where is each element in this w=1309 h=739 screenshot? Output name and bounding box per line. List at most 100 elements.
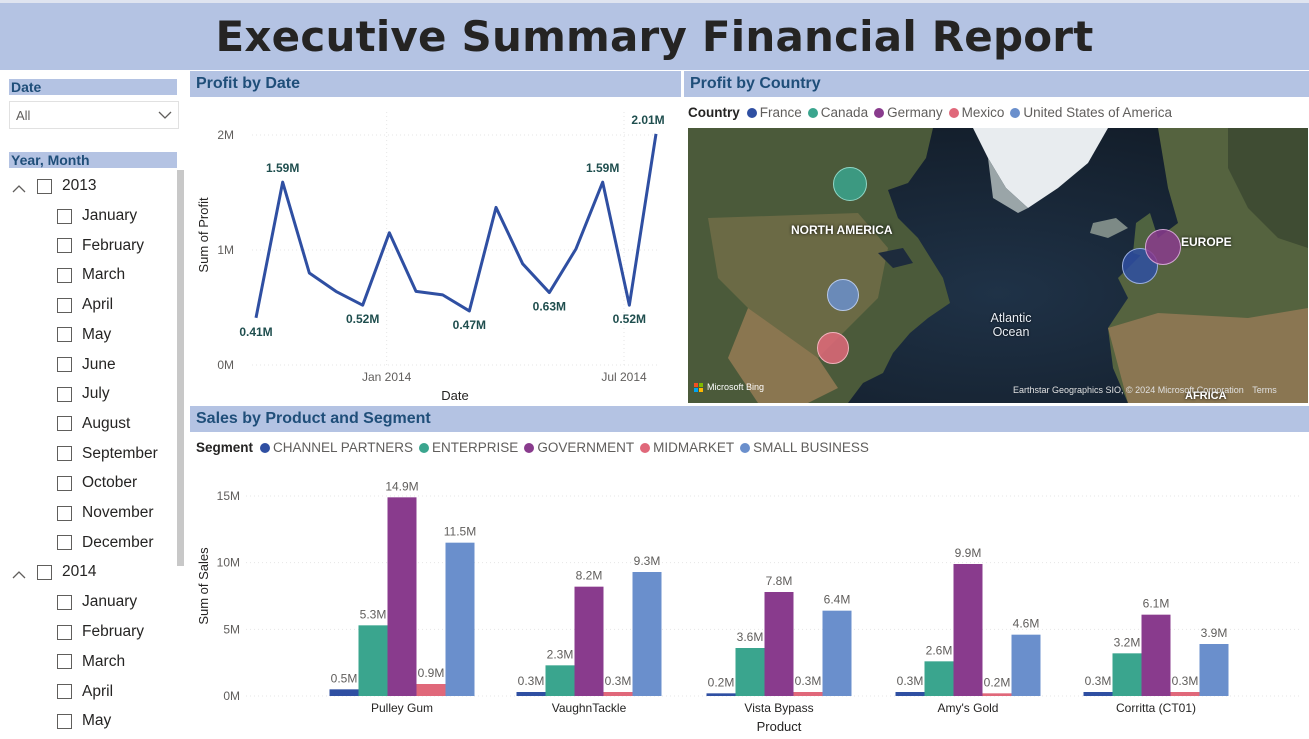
bubble-germany[interactable] <box>1145 229 1181 265</box>
checkbox[interactable] <box>57 208 72 224</box>
checkbox[interactable] <box>57 594 72 610</box>
chevron-up-icon[interactable] <box>11 181 27 193</box>
line-point[interactable] <box>600 180 605 185</box>
line-point[interactable] <box>627 303 632 308</box>
line-point[interactable] <box>574 246 579 251</box>
checkbox[interactable] <box>57 713 72 729</box>
month-node-2013-january[interactable]: January <box>57 206 137 226</box>
month-node-2013-october[interactable]: October <box>57 473 137 493</box>
year-node-2014[interactable]: 2014 <box>11 562 96 582</box>
legend-item[interactable]: United States of America <box>1010 105 1172 120</box>
legend-item[interactable]: ENTERPRISE <box>419 440 518 455</box>
bar-midmarket[interactable] <box>603 692 633 696</box>
bar-enterprise[interactable] <box>545 665 575 696</box>
bar-government[interactable] <box>1141 614 1171 696</box>
bar-channel-partners[interactable] <box>516 692 546 696</box>
checkbox[interactable] <box>57 505 72 521</box>
bar-midmarket[interactable] <box>793 692 823 696</box>
line-point[interactable] <box>387 230 392 235</box>
bubble-usa[interactable] <box>827 279 859 311</box>
legend-item[interactable]: Mexico <box>948 105 1004 120</box>
bar-enterprise[interactable] <box>1112 653 1142 696</box>
bar-channel-partners[interactable] <box>706 693 736 696</box>
line-point[interactable] <box>520 261 525 266</box>
slicer-scrollbar[interactable] <box>177 170 184 566</box>
month-node-2013-august[interactable]: August <box>57 414 130 434</box>
bar-small-business[interactable] <box>1011 634 1041 696</box>
month-node-2013-november[interactable]: November <box>57 503 154 523</box>
legend-item[interactable]: GOVERNMENT <box>524 440 634 455</box>
bar-small-business[interactable] <box>822 610 852 696</box>
profit-map[interactable]: NORTH AMERICA EUROPE Atlantic Ocean AFRI… <box>688 128 1308 403</box>
line-point[interactable] <box>360 303 365 308</box>
bar-government[interactable] <box>953 564 983 696</box>
line-point[interactable] <box>467 308 472 313</box>
checkbox[interactable] <box>57 446 72 462</box>
month-node-2014-april[interactable]: April <box>57 682 113 702</box>
checkbox[interactable] <box>37 564 52 580</box>
month-node-2014-march[interactable]: March <box>57 652 125 672</box>
month-node-2014-january[interactable]: January <box>57 592 137 612</box>
checkbox[interactable] <box>57 357 72 372</box>
checkbox[interactable] <box>57 327 72 343</box>
legend-item[interactable]: SMALL BUSINESS <box>740 440 869 455</box>
line-point[interactable] <box>307 271 312 276</box>
bar-channel-partners[interactable] <box>895 692 925 696</box>
profit-line[interactable] <box>254 133 658 319</box>
month-node-2013-february[interactable]: February <box>57 236 144 256</box>
month-node-2014-february[interactable]: February <box>57 622 144 642</box>
checkbox[interactable] <box>57 238 72 254</box>
bubble-canada[interactable] <box>833 167 867 201</box>
checkbox[interactable] <box>57 267 72 283</box>
checkbox[interactable] <box>57 654 72 670</box>
legend-item[interactable]: France <box>746 105 802 120</box>
bar-channel-partners[interactable] <box>1083 692 1113 696</box>
map-terms-link[interactable]: Terms <box>1252 385 1277 395</box>
checkbox[interactable] <box>57 416 72 432</box>
bar-government[interactable] <box>574 586 604 696</box>
month-node-2013-june[interactable]: June <box>57 355 116 375</box>
line-point[interactable] <box>547 290 552 295</box>
bar-midmarket[interactable] <box>416 684 446 696</box>
line-point[interactable] <box>254 315 259 320</box>
checkbox[interactable] <box>57 684 72 699</box>
checkbox[interactable] <box>57 297 72 313</box>
chevron-up-icon[interactable] <box>11 567 27 579</box>
checkbox[interactable] <box>57 386 72 402</box>
month-node-2013-september[interactable]: September <box>57 444 158 464</box>
checkbox[interactable] <box>57 535 72 551</box>
bar-government[interactable] <box>764 592 794 696</box>
bar-channel-partners[interactable] <box>329 689 359 696</box>
year-node-2013[interactable]: 2013 <box>11 176 96 196</box>
month-node-2013-april[interactable]: April <box>57 295 113 315</box>
bar-enterprise[interactable] <box>735 648 765 696</box>
date-dropdown[interactable]: All <box>9 101 179 129</box>
line-point[interactable] <box>440 292 445 297</box>
month-node-2013-march[interactable]: March <box>57 265 125 285</box>
line-point[interactable] <box>334 289 339 294</box>
line-point[interactable] <box>494 205 499 210</box>
month-node-2013-may[interactable]: May <box>57 325 111 345</box>
legend-item[interactable]: Canada <box>807 105 868 120</box>
bar-midmarket[interactable] <box>982 693 1012 696</box>
legend-item[interactable]: MIDMARKET <box>640 440 734 455</box>
legend-item[interactable]: CHANNEL PARTNERS <box>260 440 413 455</box>
month-node-2014-may[interactable]: May <box>57 711 111 731</box>
line-point[interactable] <box>654 131 659 136</box>
bar-midmarket[interactable] <box>1170 692 1200 696</box>
bar-government[interactable] <box>387 497 417 696</box>
checkbox[interactable] <box>57 475 72 491</box>
bar-small-business[interactable] <box>445 542 475 696</box>
bubble-mexico[interactable] <box>817 332 849 364</box>
bar-small-business[interactable] <box>632 572 662 696</box>
line-point[interactable] <box>414 289 419 294</box>
bar-enterprise[interactable] <box>358 625 388 696</box>
month-node-2013-december[interactable]: December <box>57 533 154 553</box>
checkbox[interactable] <box>57 624 72 640</box>
checkbox[interactable] <box>37 178 52 194</box>
legend-item[interactable]: Germany <box>874 105 943 120</box>
month-node-2013-july[interactable]: July <box>57 384 110 404</box>
line-point[interactable] <box>280 180 285 185</box>
bar-enterprise[interactable] <box>924 661 954 696</box>
bar-small-business[interactable] <box>1199 644 1229 696</box>
